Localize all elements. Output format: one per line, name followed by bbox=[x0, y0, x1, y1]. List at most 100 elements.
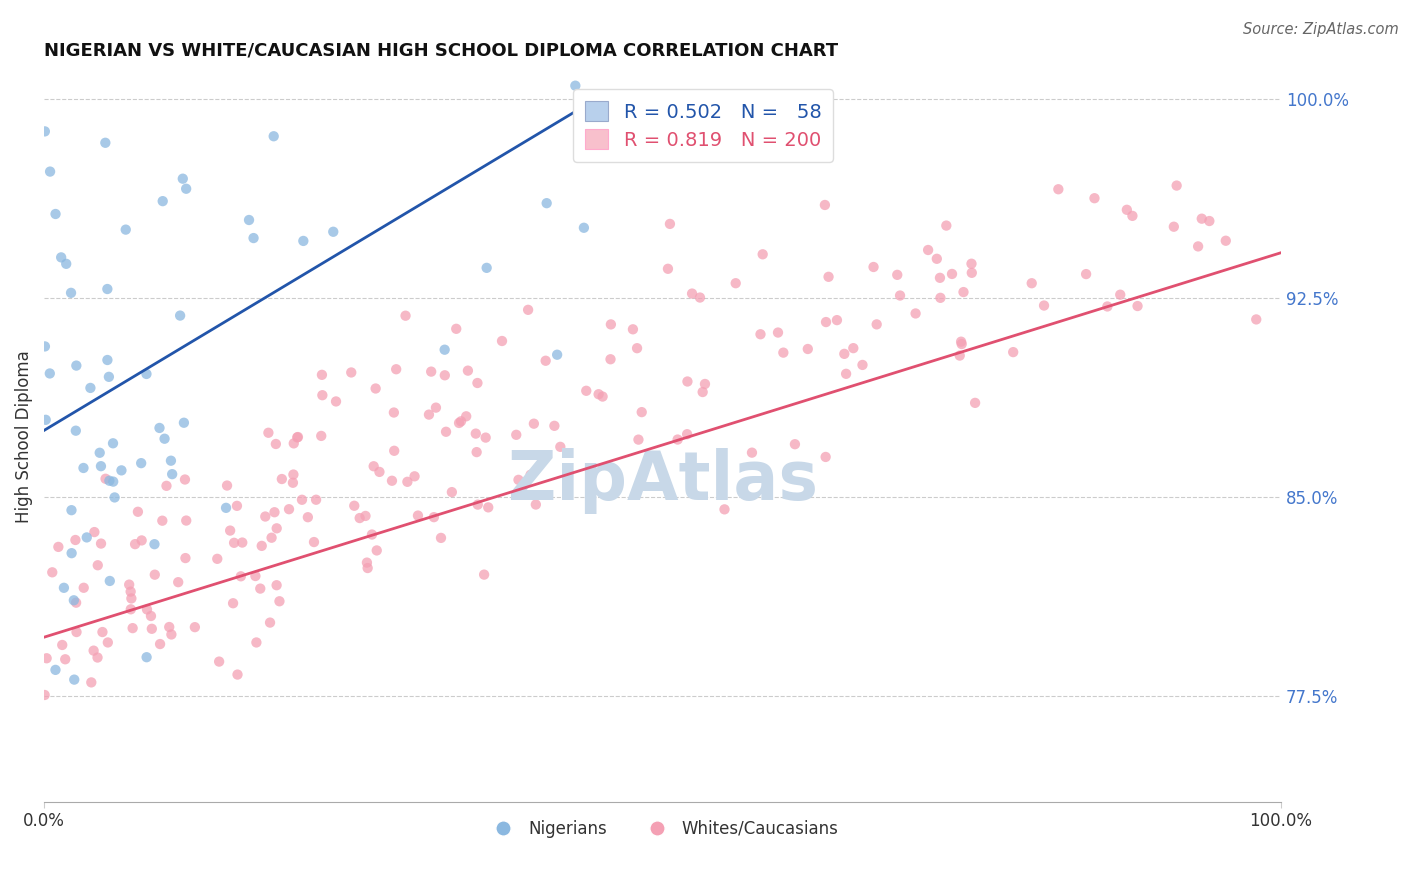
Point bbox=[456, 409, 478, 424]
Point bbox=[536, 196, 558, 211]
Point bbox=[41, 566, 63, 580]
Point bbox=[904, 306, 927, 320]
Point bbox=[889, 288, 911, 302]
Point bbox=[98, 574, 121, 588]
Point bbox=[1097, 300, 1119, 314]
Point bbox=[546, 348, 568, 362]
Text: ZipAtlas: ZipAtlas bbox=[508, 448, 817, 514]
Point bbox=[929, 270, 952, 285]
Point bbox=[285, 430, 308, 444]
Point bbox=[465, 445, 488, 459]
Point bbox=[153, 432, 176, 446]
Point bbox=[949, 349, 972, 363]
Point bbox=[444, 322, 467, 336]
Point bbox=[51, 638, 73, 652]
Point bbox=[254, 509, 277, 524]
Point bbox=[534, 353, 557, 368]
Point bbox=[960, 266, 983, 280]
Point bbox=[96, 353, 118, 368]
Point bbox=[72, 461, 94, 475]
Point bbox=[825, 313, 848, 327]
Legend: Nigerians, Whites/Caucasians: Nigerians, Whites/Caucasians bbox=[479, 813, 845, 845]
Point bbox=[172, 171, 194, 186]
Point bbox=[269, 594, 291, 608]
Point bbox=[382, 443, 405, 458]
Point bbox=[658, 217, 681, 231]
Point bbox=[169, 309, 191, 323]
Point bbox=[238, 213, 260, 227]
Point bbox=[457, 364, 479, 378]
Point bbox=[287, 430, 309, 444]
Point bbox=[886, 268, 908, 282]
Point bbox=[90, 536, 112, 550]
Point bbox=[1244, 312, 1267, 326]
Point bbox=[418, 408, 440, 422]
Point bbox=[34, 124, 56, 138]
Point bbox=[97, 369, 120, 384]
Point bbox=[101, 436, 124, 450]
Point bbox=[278, 502, 301, 516]
Point bbox=[657, 261, 679, 276]
Point bbox=[356, 556, 378, 570]
Point bbox=[63, 593, 86, 607]
Point bbox=[935, 219, 957, 233]
Point bbox=[65, 359, 87, 373]
Point bbox=[477, 500, 499, 515]
Point bbox=[60, 546, 83, 560]
Point bbox=[834, 347, 856, 361]
Point bbox=[749, 327, 772, 342]
Point bbox=[34, 339, 56, 353]
Point bbox=[91, 625, 114, 640]
Point bbox=[354, 508, 377, 523]
Point bbox=[474, 431, 496, 445]
Point bbox=[543, 418, 565, 433]
Point bbox=[174, 551, 197, 566]
Point bbox=[592, 390, 614, 404]
Point bbox=[364, 382, 387, 396]
Point bbox=[434, 425, 457, 439]
Point bbox=[676, 427, 699, 442]
Point bbox=[184, 620, 207, 634]
Point bbox=[149, 637, 172, 651]
Point bbox=[263, 129, 285, 144]
Point bbox=[1198, 214, 1220, 228]
Point bbox=[89, 446, 111, 460]
Point bbox=[835, 367, 858, 381]
Point bbox=[1163, 219, 1185, 234]
Point bbox=[174, 514, 197, 528]
Point bbox=[120, 584, 142, 599]
Point bbox=[129, 456, 152, 470]
Point bbox=[1126, 299, 1149, 313]
Point bbox=[311, 368, 333, 382]
Point bbox=[87, 558, 110, 573]
Point bbox=[440, 485, 463, 500]
Point bbox=[305, 492, 328, 507]
Point bbox=[35, 651, 58, 665]
Point bbox=[208, 655, 231, 669]
Point bbox=[242, 231, 264, 245]
Point bbox=[425, 401, 447, 415]
Point bbox=[39, 164, 62, 178]
Point bbox=[98, 474, 121, 488]
Point bbox=[1002, 345, 1025, 359]
Point bbox=[814, 315, 837, 329]
Point bbox=[131, 533, 153, 548]
Point bbox=[103, 475, 125, 489]
Point bbox=[264, 437, 287, 451]
Point bbox=[676, 375, 699, 389]
Point bbox=[257, 425, 280, 440]
Point bbox=[396, 475, 419, 489]
Point bbox=[599, 318, 621, 332]
Point bbox=[266, 578, 288, 592]
Point bbox=[167, 575, 190, 590]
Point bbox=[292, 234, 315, 248]
Point bbox=[311, 388, 333, 402]
Point bbox=[1083, 191, 1105, 205]
Point bbox=[343, 499, 366, 513]
Point bbox=[120, 602, 142, 616]
Point bbox=[127, 505, 149, 519]
Point bbox=[467, 498, 489, 512]
Point bbox=[450, 414, 472, 428]
Point bbox=[283, 467, 305, 482]
Point bbox=[692, 385, 714, 400]
